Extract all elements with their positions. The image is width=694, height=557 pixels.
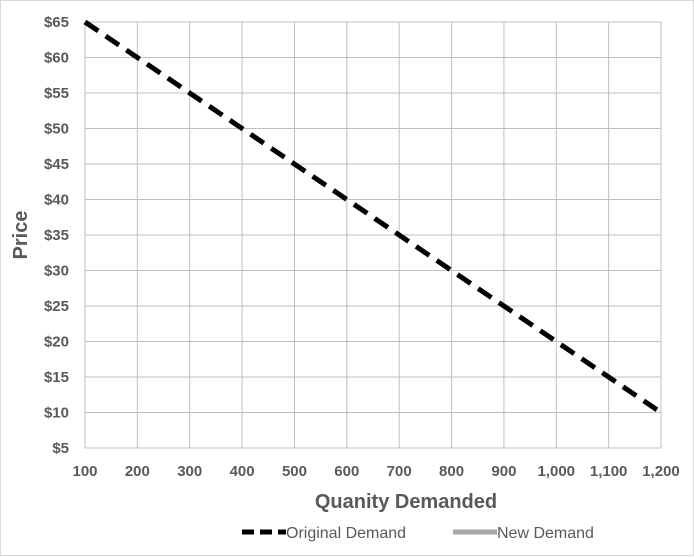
y-tick-label: $65 <box>44 14 69 31</box>
y-tick-label: $50 <box>44 121 69 138</box>
legend: Original Demand New Demand <box>242 525 594 542</box>
x-tick-label: 100 <box>72 463 97 480</box>
y-tick-label: $35 <box>44 227 69 244</box>
y-tick-label: $10 <box>44 405 69 422</box>
y-tick-label: $30 <box>44 263 69 280</box>
y-tick-label: $5 <box>52 440 69 457</box>
x-tick-label: 500 <box>282 463 307 480</box>
x-tick-label: 600 <box>334 463 359 480</box>
x-tick-label: 200 <box>125 463 150 480</box>
y-tick-labels: $5 $10 $15 $20 $25 $30 $35 $40 $45 $50 $55 $60 $65 <box>44 14 69 457</box>
y-tick-label: $55 <box>44 85 69 102</box>
y-tick-label: $60 <box>44 50 69 67</box>
x-axis-title: Quanity Demanded <box>315 491 497 513</box>
y-tick-label: $20 <box>44 334 69 351</box>
x-tick-label: 700 <box>387 463 412 480</box>
grid <box>84 21 662 449</box>
x-tick-label: 800 <box>439 463 464 480</box>
y-tick-label: $40 <box>44 192 69 209</box>
x-tick-label: 1,000 <box>537 463 575 480</box>
legend-label-new-demand: New Demand <box>497 525 594 542</box>
x-tick-label: 300 <box>177 463 202 480</box>
series-lines <box>83 19 663 415</box>
x-tick-labels: 100 200 300 400 500 600 700 800 900 1,000 1,100 1,2… <box>72 463 679 480</box>
x-tick-label: 1,200 <box>642 463 680 480</box>
x-tick-label: 1,100 <box>590 463 628 480</box>
legend-label-original-demand: Original Demand <box>286 525 406 542</box>
x-tick-label: 900 <box>491 463 516 480</box>
y-tick-label: $25 <box>44 298 69 315</box>
y-axis-title: Price <box>10 211 32 260</box>
y-tick-label: $45 <box>44 156 69 173</box>
y-tick-label: $15 <box>44 369 69 386</box>
series-line-original-demand <box>83 19 663 415</box>
x-tick-label: 400 <box>230 463 255 480</box>
